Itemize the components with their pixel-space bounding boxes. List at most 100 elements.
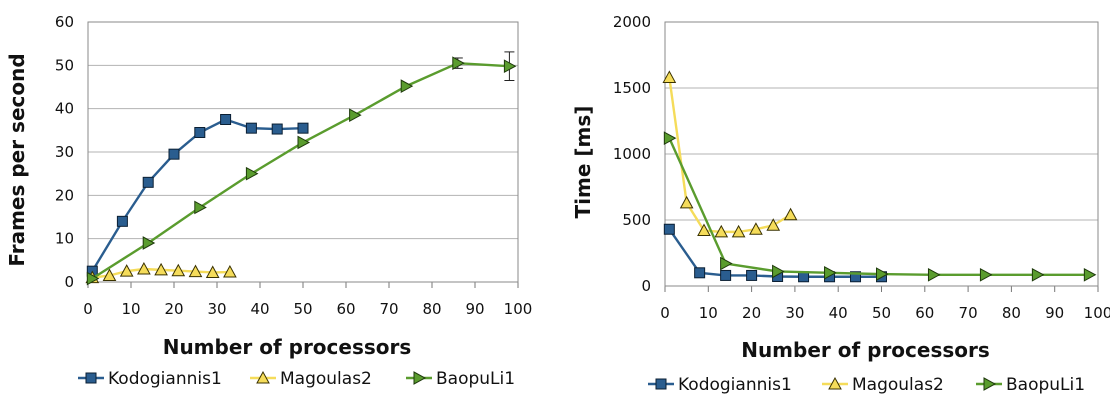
- legend-marker: [655, 378, 667, 390]
- legend-label: Magoulas2: [280, 369, 372, 389]
- x-axis-title: Number of processors: [741, 338, 990, 362]
- data-point: [223, 264, 237, 278]
- plot-area: [664, 21, 1099, 287]
- data-point: [188, 264, 203, 278]
- data-point: [452, 56, 465, 71]
- data-point: [772, 264, 785, 279]
- data-point: [154, 262, 168, 276]
- y-tick-label: 2000: [613, 13, 651, 31]
- y-tick-label: 40: [55, 100, 74, 118]
- x-tick-label: 40: [250, 300, 269, 318]
- y-axis-title: Frames per second: [5, 53, 29, 266]
- x-tick-label: 40: [829, 304, 848, 322]
- data-point: [714, 224, 729, 238]
- series-BaopuLi1: [86, 51, 517, 286]
- legend-label: Kodogiannis1: [108, 369, 222, 389]
- legend-label: Magoulas2: [852, 375, 944, 395]
- series-line: [668, 77, 792, 234]
- data-point: [116, 215, 128, 227]
- legend-marker: [413, 371, 427, 385]
- data-point: [1031, 267, 1045, 282]
- y-tick-label: 20: [55, 186, 74, 204]
- x-tick-label: 70: [959, 304, 978, 322]
- data-point: [746, 269, 758, 281]
- x-tick-label: 80: [422, 300, 441, 318]
- data-point: [349, 108, 362, 123]
- legend-label: BaopuLi1: [436, 369, 515, 389]
- series-Magoulas2: [85, 261, 237, 284]
- x-tick-label: 30: [207, 300, 226, 318]
- data-point: [720, 256, 733, 271]
- data-point: [1083, 267, 1097, 282]
- data-point: [731, 224, 746, 238]
- x-tick-label: 0: [660, 304, 670, 322]
- x-tick-label: 30: [785, 304, 804, 322]
- series-BaopuLi1: [663, 131, 1097, 282]
- y-tick-label: 0: [64, 273, 74, 291]
- y-tick-label: 30: [55, 143, 74, 161]
- x-tick-label: 70: [379, 300, 398, 318]
- chart-1: 0 10 20 30 40 50 60 0 10 20 30 40 50 60 70 80 90 100 Numbe…: [5, 13, 532, 389]
- data-point: [979, 267, 993, 282]
- data-point: [850, 271, 862, 283]
- data-point: [697, 223, 711, 237]
- plot-area: [87, 21, 519, 283]
- legend-marker: [256, 370, 270, 384]
- data-point: [679, 195, 694, 209]
- data-point: [662, 70, 677, 83]
- y-axis-title: Time [ms]: [571, 106, 595, 219]
- x-tick-label: 90: [1045, 304, 1064, 322]
- x-axis-title: Number of processors: [163, 335, 412, 359]
- series-Kodogiannis1: [663, 223, 887, 283]
- data-point: [720, 269, 732, 281]
- x-tick-label: 0: [83, 300, 93, 318]
- legend-label: Kodogiannis1: [678, 375, 792, 395]
- x-tick-label: 60: [336, 300, 355, 318]
- data-point: [749, 222, 763, 235]
- data-point: [137, 261, 151, 275]
- legend-label: BaopuLi1: [1006, 375, 1085, 395]
- series-line: [91, 61, 510, 280]
- data-point: [171, 263, 186, 277]
- y-tick-label: 50: [55, 56, 74, 74]
- data-point: [142, 236, 156, 250]
- y-tick-label: 60: [55, 13, 74, 31]
- data-point: [102, 268, 117, 281]
- legend: Kodogiannis1 Magoulas2 BaopuLi1: [78, 369, 515, 389]
- legend-marker: [828, 376, 842, 390]
- data-point: [220, 114, 232, 125]
- data-point: [663, 131, 677, 146]
- data-point: [927, 267, 941, 282]
- data-point: [824, 265, 837, 280]
- data-point: [142, 176, 154, 188]
- data-point: [766, 218, 781, 231]
- data-point: [245, 166, 259, 181]
- data-point: [168, 148, 180, 160]
- x-tick-label: 20: [164, 300, 183, 318]
- x-tick-label: 100: [1084, 304, 1110, 322]
- x-tick-label: 20: [742, 304, 761, 322]
- x-tick-label: 80: [1002, 304, 1021, 322]
- x-tick-label: 50: [872, 304, 891, 322]
- data-point: [694, 267, 706, 279]
- data-point: [876, 267, 889, 281]
- data-point: [205, 265, 220, 278]
- legend: Kodogiannis1 Magoulas2 BaopuLi1: [648, 375, 1085, 395]
- y-tick-label: 1500: [613, 79, 651, 97]
- data-point: [119, 264, 134, 277]
- series-line: [668, 137, 1090, 276]
- chart-2: 0 500 1000 1500 2000 0 10 20 30 40 50 60 70 80 90 100 Nu…: [571, 13, 1110, 395]
- x-tick-label: 10: [121, 300, 140, 318]
- y-tick-label: 500: [622, 211, 651, 229]
- x-tick-label: 60: [915, 304, 934, 322]
- data-point: [297, 122, 309, 134]
- data-point: [271, 123, 283, 135]
- x-tick-label: 50: [293, 300, 312, 318]
- data-point: [783, 207, 798, 221]
- y-tick-label: 1000: [613, 145, 651, 163]
- data-point: [245, 122, 257, 134]
- legend-marker: [85, 372, 97, 384]
- legend-marker: [983, 377, 997, 391]
- data-point: [663, 223, 675, 235]
